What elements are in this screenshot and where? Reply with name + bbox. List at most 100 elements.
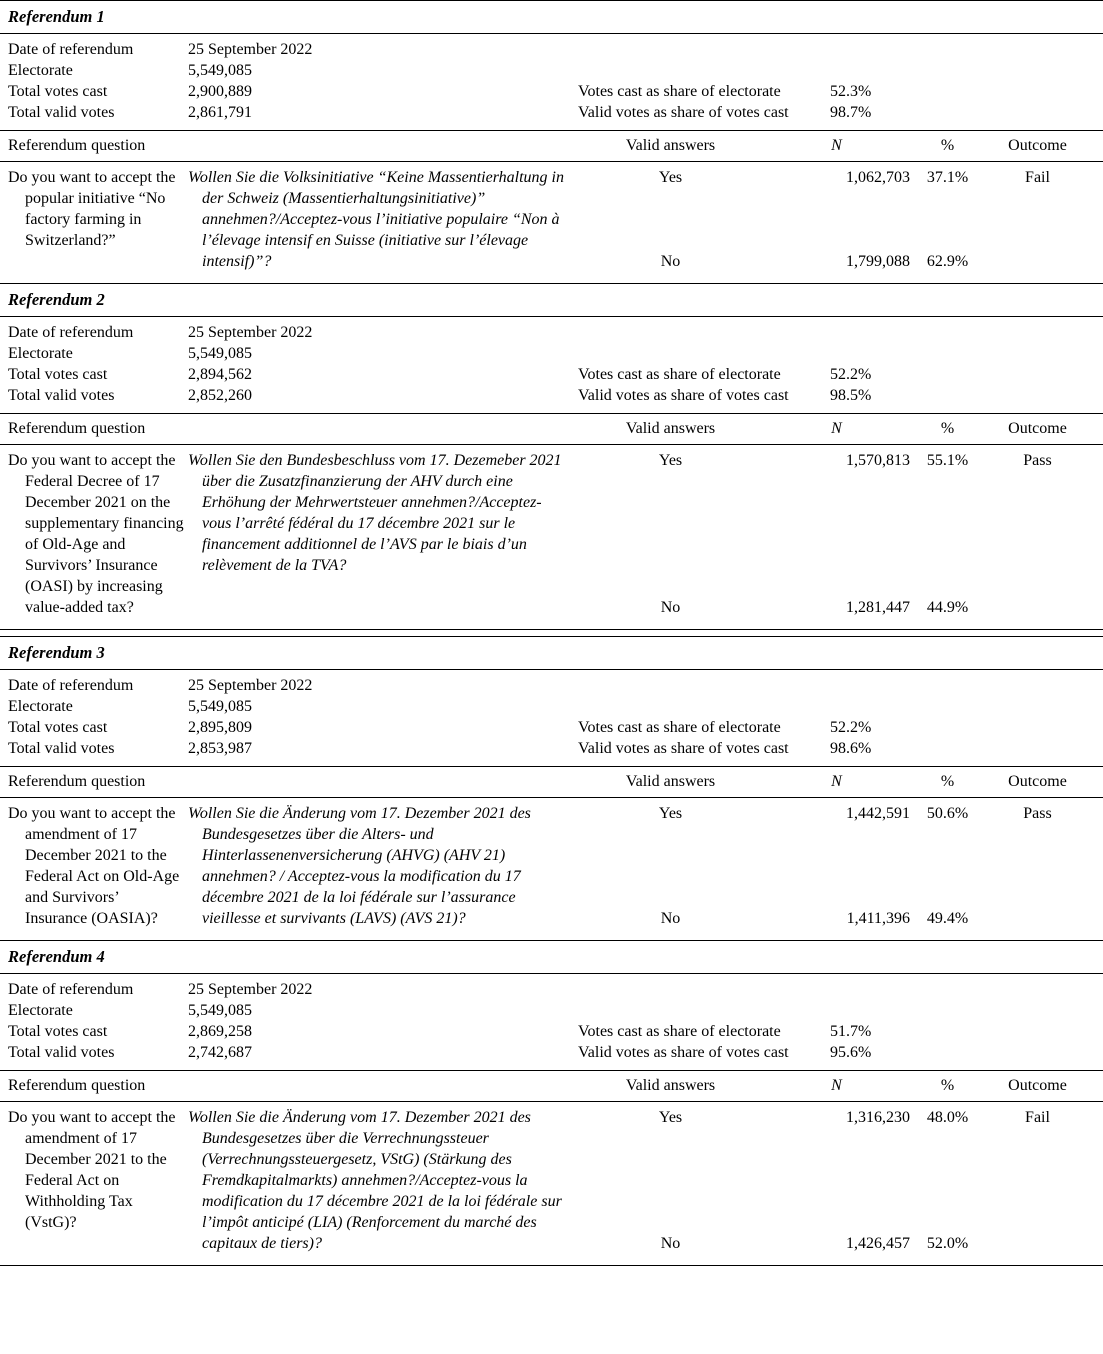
column-headers: Referendum question Valid answers N % Ou… [0, 767, 1103, 797]
percent-column-header: % [940, 773, 955, 790]
outcome-value: Pass [1023, 805, 1052, 822]
total-valid-votes-value: 2,852,260 [188, 387, 252, 404]
total-votes-cast-value: 2,869,258 [188, 1023, 252, 1040]
total-valid-votes-label: Total valid votes [8, 387, 115, 404]
section-title: Referendum 4 [8, 947, 105, 966]
spacer [830, 696, 1090, 717]
question-row: Do you want to accept the amendment of 1… [0, 798, 1103, 940]
electorate-value: 5,549,085 [188, 62, 252, 79]
yes-answer-label: Yes [658, 805, 683, 822]
total-votes-cast-value: 2,895,809 [188, 719, 252, 736]
outcome-column-header: Outcome [1008, 773, 1067, 790]
spacer [830, 60, 1090, 81]
metadata-block: Date of referendum 25 September 2022 Ele… [0, 317, 1103, 413]
divider [0, 316, 1103, 317]
total-valid-votes-value: 2,853,987 [188, 740, 252, 757]
yes-answer-label: Yes [658, 1109, 683, 1126]
date-value: 25 September 2022 [188, 981, 313, 998]
spacer [578, 979, 830, 1000]
no-answer-label: No [660, 1235, 681, 1252]
question-english: Do you want to accept the popular initia… [8, 169, 176, 249]
electorate-value: 5,549,085 [188, 1002, 252, 1019]
valid-votes-share-value: 98.5% [830, 387, 872, 404]
section-title: Referendum 2 [8, 290, 105, 309]
valid-votes-share-label: Valid votes as share of votes cast [578, 1044, 789, 1061]
divider [0, 1070, 1103, 1071]
question-original-language: Wollen Sie die Änderung vom 17. Dezember… [188, 1109, 562, 1252]
no-percent: 62.9% [926, 253, 969, 270]
no-answer-label: No [660, 910, 681, 927]
valid-answers-column-header: Valid answers [625, 1077, 716, 1094]
total-votes-cast-label: Total votes cast [8, 1023, 108, 1040]
question-row: Do you want to accept the popular initia… [0, 162, 1103, 283]
question-column-header: Referendum question [8, 137, 146, 154]
referendum-4-section: Referendum 4 Date of referendum 25 Septe… [0, 940, 1103, 1265]
spacer [578, 322, 830, 343]
divider [0, 629, 1103, 630]
outcome-value: Fail [1025, 1109, 1050, 1126]
percent-column-header: % [940, 137, 955, 154]
n-column-header: N [831, 137, 842, 154]
divider [0, 1265, 1103, 1266]
no-count: 1,281,447 [846, 599, 910, 616]
divider [0, 283, 1103, 284]
yes-count: 1,442,591 [846, 805, 910, 822]
divider [0, 1101, 1103, 1102]
yes-count: 1,062,703 [846, 169, 910, 186]
spacer [578, 39, 830, 60]
column-headers: Referendum question Valid answers N % Ou… [0, 1071, 1103, 1101]
yes-percent: 48.0% [926, 1109, 969, 1126]
divider [0, 636, 1103, 637]
divider [0, 0, 1103, 1]
electorate-label: Electorate [8, 1002, 73, 1019]
divider [0, 797, 1103, 798]
no-count: 1,799,088 [846, 253, 910, 270]
divider [0, 444, 1103, 445]
votes-cast-share-label: Votes cast as share of electorate [578, 366, 781, 383]
total-valid-votes-value: 2,861,791 [188, 104, 252, 121]
question-english: Do you want to accept the amendment of 1… [8, 805, 180, 927]
referendum-3-section: Referendum 3 Date of referendum 25 Septe… [0, 636, 1103, 940]
date-label: Date of referendum [8, 981, 134, 998]
divider [0, 973, 1103, 974]
spacer [578, 343, 830, 364]
spacer [830, 39, 1090, 60]
outcome-column-header: Outcome [1008, 137, 1067, 154]
valid-votes-share-label: Valid votes as share of votes cast [578, 387, 789, 404]
question-original-language: Wollen Sie die Volksinitiative “Keine Ma… [188, 169, 564, 270]
no-percent: 52.0% [926, 1235, 969, 1252]
votes-cast-share-value: 51.7% [830, 1023, 872, 1040]
no-answer-label: No [660, 599, 681, 616]
valid-votes-share-value: 98.6% [830, 740, 872, 757]
votes-cast-share-value: 52.3% [830, 83, 872, 100]
no-percent: 49.4% [926, 910, 969, 927]
referendum-1-section: Referendum 1 Date of referendum 25 Septe… [0, 0, 1103, 283]
yes-percent: 55.1% [926, 452, 969, 469]
question-original-language: Wollen Sie die Änderung vom 17. Dezember… [188, 805, 531, 927]
date-value: 25 September 2022 [188, 41, 313, 58]
total-valid-votes-label: Total valid votes [8, 1044, 115, 1061]
metadata-block: Date of referendum 25 September 2022 Ele… [0, 974, 1103, 1070]
divider [0, 766, 1103, 767]
yes-count: 1,570,813 [846, 452, 910, 469]
divider [0, 940, 1103, 941]
metadata-block: Date of referendum 25 September 2022 Ele… [0, 34, 1103, 130]
votes-cast-share-value: 52.2% [830, 366, 872, 383]
n-column-header: N [831, 1077, 842, 1094]
yes-answer-label: Yes [658, 169, 683, 186]
electorate-label: Electorate [8, 62, 73, 79]
spacer [830, 979, 1090, 1000]
column-headers: Referendum question Valid answers N % Ou… [0, 131, 1103, 161]
valid-answers-column-header: Valid answers [625, 420, 716, 437]
spacer [830, 1000, 1090, 1021]
total-votes-cast-label: Total votes cast [8, 719, 108, 736]
divider [0, 413, 1103, 414]
valid-answers-column-header: Valid answers [625, 773, 716, 790]
spacer [578, 675, 830, 696]
question-row: Do you want to accept the amendment of 1… [0, 1102, 1103, 1265]
electorate-label: Electorate [8, 345, 73, 362]
valid-votes-share-value: 98.7% [830, 104, 872, 121]
spacer [830, 322, 1090, 343]
spacer [830, 675, 1090, 696]
spacer [578, 1000, 830, 1021]
